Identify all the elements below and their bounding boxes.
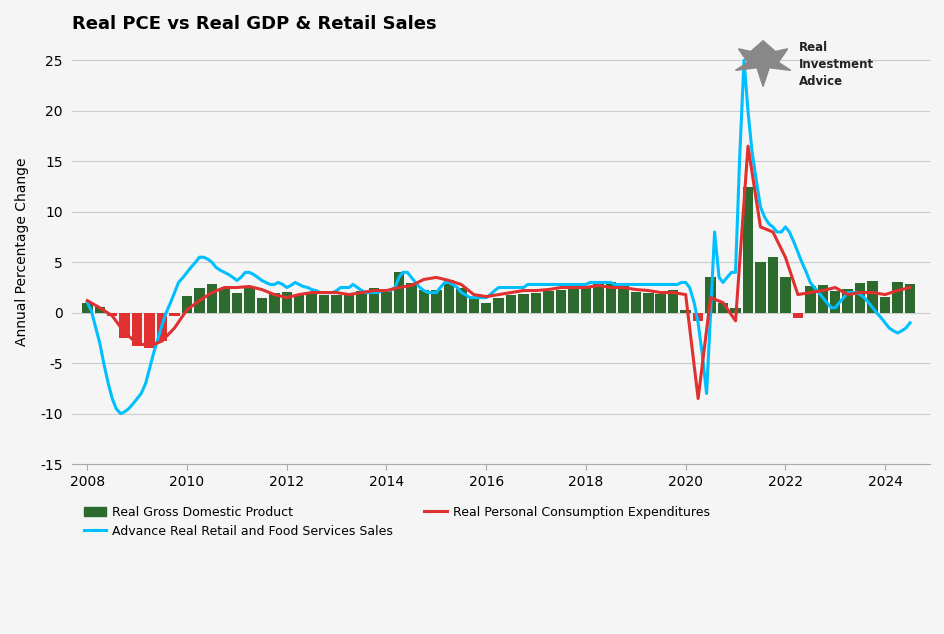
Bar xyxy=(380,290,392,313)
Bar xyxy=(119,313,129,338)
Bar xyxy=(580,287,591,313)
Bar xyxy=(144,313,155,348)
Bar xyxy=(543,290,553,313)
Bar xyxy=(394,273,404,313)
Bar xyxy=(891,283,902,313)
Legend: Real Gross Domestic Product, Advance Real Retail and Food Services Sales, Real P: Real Gross Domestic Product, Advance Rea… xyxy=(78,500,715,543)
Bar xyxy=(903,285,915,313)
Bar xyxy=(194,287,205,313)
Bar xyxy=(356,290,366,313)
Bar xyxy=(294,295,304,313)
Bar xyxy=(680,310,690,313)
Bar xyxy=(829,290,839,313)
Bar xyxy=(792,313,802,318)
Bar xyxy=(231,292,242,313)
Polygon shape xyxy=(734,41,790,87)
Bar xyxy=(531,292,541,313)
Bar xyxy=(804,287,815,313)
Bar xyxy=(742,186,752,313)
Bar xyxy=(704,278,715,313)
Bar xyxy=(443,280,453,313)
Bar xyxy=(344,295,354,313)
Bar xyxy=(767,257,777,313)
Bar xyxy=(692,313,702,321)
Bar xyxy=(567,287,578,313)
Bar xyxy=(107,313,117,316)
Bar xyxy=(730,307,740,313)
Bar xyxy=(269,292,279,313)
Bar xyxy=(617,283,628,313)
Bar xyxy=(244,287,254,313)
Bar xyxy=(655,294,666,313)
Bar xyxy=(418,290,429,313)
Text: Real PCE vs Real GDP & Retail Sales: Real PCE vs Real GDP & Retail Sales xyxy=(73,15,436,33)
Bar xyxy=(331,295,342,313)
Y-axis label: Annual Percentage Change: Annual Percentage Change xyxy=(15,158,29,346)
Bar xyxy=(505,295,515,313)
Bar xyxy=(430,290,441,313)
Bar xyxy=(555,290,565,313)
Bar xyxy=(94,307,105,313)
Bar xyxy=(754,262,765,313)
Bar xyxy=(630,292,640,313)
Bar xyxy=(207,285,217,313)
Bar xyxy=(879,297,889,313)
Bar xyxy=(132,313,143,346)
Bar xyxy=(219,287,229,313)
Bar xyxy=(157,313,167,341)
Bar xyxy=(468,299,479,313)
Bar xyxy=(493,297,503,313)
Bar xyxy=(642,292,653,313)
Bar xyxy=(667,290,678,313)
Bar xyxy=(406,283,416,313)
Bar xyxy=(717,302,728,313)
Bar xyxy=(605,283,615,313)
Bar xyxy=(518,294,529,313)
Bar xyxy=(456,287,466,313)
Bar xyxy=(780,278,790,313)
Bar xyxy=(181,295,192,313)
Bar xyxy=(842,288,852,313)
Bar xyxy=(368,287,379,313)
Bar xyxy=(82,302,93,313)
Bar xyxy=(306,292,316,313)
Bar xyxy=(593,285,603,313)
Text: Real
Investment
Advice: Real Investment Advice xyxy=(798,41,872,88)
Bar xyxy=(169,313,179,316)
Bar xyxy=(318,295,329,313)
Bar xyxy=(257,297,267,313)
Bar xyxy=(854,283,865,313)
Bar xyxy=(281,292,292,313)
Bar xyxy=(867,281,877,313)
Bar xyxy=(817,285,827,313)
Bar xyxy=(480,302,491,313)
